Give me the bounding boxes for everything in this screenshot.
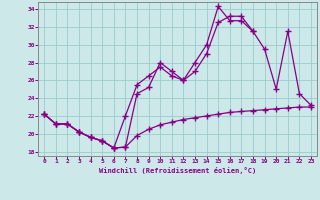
X-axis label: Windchill (Refroidissement éolien,°C): Windchill (Refroidissement éolien,°C): [99, 167, 256, 174]
